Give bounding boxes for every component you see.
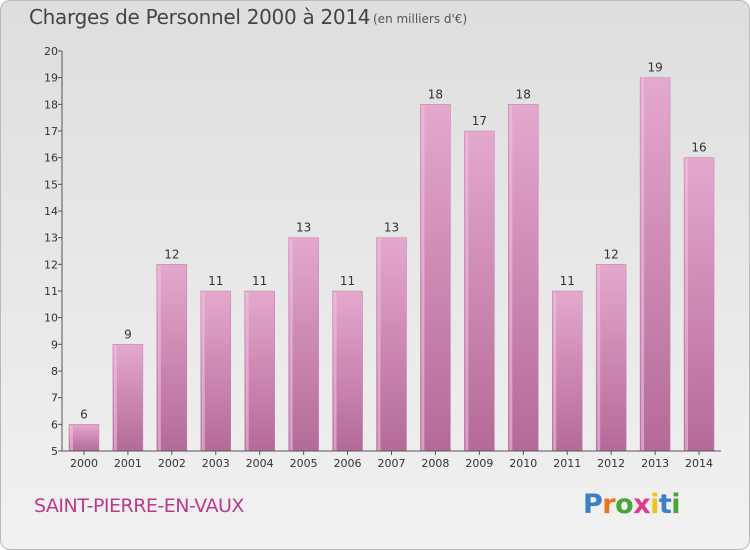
chart-title: Charges de Personnel 2000 à 2014	[29, 5, 371, 29]
y-tick-label: 20	[44, 45, 58, 58]
data-label: 11	[208, 274, 223, 288]
y-tick-label: 5	[51, 445, 58, 458]
data-label: 16	[691, 141, 706, 155]
x-tick-label: 2004	[246, 457, 274, 470]
logo-letter: P	[583, 489, 603, 520]
bar	[551, 290, 583, 452]
bar	[376, 237, 407, 452]
logo-letter: o	[615, 489, 634, 520]
data-label: 11	[340, 274, 355, 288]
data-label: 18	[428, 87, 443, 101]
bar-highlight	[641, 78, 645, 452]
logo-letter: t	[658, 489, 672, 520]
x-tick-label: 2013	[641, 457, 669, 470]
x-tick-label: 2006	[334, 457, 362, 470]
y-tick-label: 15	[44, 178, 58, 191]
y-tick-label: 6	[51, 418, 58, 431]
logo-letter: i	[671, 489, 681, 520]
data-label: 18	[516, 87, 531, 101]
x-tick-label: 2009	[465, 457, 493, 470]
axes-group: 5 6 7 8 9 10 11 12 13 14 15 16 17 18 19 20 2000 2001 2002 2…	[44, 45, 721, 470]
y-tick-label: 19	[44, 72, 58, 85]
y-tick-label: 14	[44, 205, 58, 218]
logo-letter: x	[633, 489, 651, 520]
bar-highlight	[289, 238, 293, 451]
bar-highlight	[685, 158, 689, 451]
y-tick-label: 9	[51, 338, 58, 351]
bar-highlight	[245, 292, 249, 451]
bar	[464, 130, 495, 452]
bar	[332, 290, 363, 452]
bar-highlight	[553, 292, 557, 451]
y-tick-label: 11	[44, 285, 58, 298]
data-label: 19	[647, 61, 662, 75]
y-tick-label: 18	[44, 98, 58, 111]
x-tick-label: 2014	[685, 457, 713, 470]
data-label: 11	[560, 274, 575, 288]
commune-name: SAINT-PIERRE-EN-VAUX	[34, 495, 244, 517]
x-tick-label: 2003	[202, 457, 230, 470]
data-label: 6	[80, 407, 88, 421]
proxiti-logo[interactable]: Proxiti	[583, 489, 681, 520]
data-label: 17	[472, 114, 487, 128]
logo-letter: r	[602, 489, 616, 520]
bar	[200, 290, 232, 452]
data-label: 12	[164, 247, 179, 261]
x-tick-label: 2008	[421, 457, 449, 470]
data-label: 11	[252, 274, 267, 288]
bar-highlight	[157, 265, 161, 451]
y-tick-label: 17	[44, 125, 58, 138]
bar	[508, 104, 539, 452]
data-label: 13	[296, 221, 311, 235]
x-tick-label: 2001	[114, 457, 142, 470]
data-label: 13	[384, 221, 399, 235]
x-tick-label: 2011	[553, 457, 581, 470]
x-tick-label: 2005	[290, 457, 318, 470]
bar	[683, 157, 715, 452]
bar-highlight	[69, 425, 73, 451]
y-tick-label: 13	[44, 232, 58, 245]
y-tick-label: 12	[44, 258, 58, 271]
bar-highlight	[465, 132, 469, 451]
bar	[244, 290, 275, 452]
y-tick-label: 7	[51, 392, 58, 405]
bar	[156, 264, 188, 452]
bar-highlight	[509, 105, 513, 451]
x-tick-label: 2012	[597, 457, 625, 470]
bar-highlight	[421, 105, 425, 451]
bar	[68, 424, 100, 452]
bar-highlight	[113, 345, 117, 451]
y-tick-label: 16	[44, 152, 58, 165]
bar-highlight	[597, 265, 601, 451]
x-tick-label: 2010	[509, 457, 537, 470]
logo-letter: i	[650, 489, 659, 520]
x-tick-label: 2000	[70, 457, 98, 470]
x-tick-label: 2002	[158, 457, 186, 470]
y-tick-label: 10	[44, 312, 58, 325]
chart-subtitle: (en milliers d'€)	[373, 12, 468, 26]
bar	[639, 77, 671, 452]
bar-highlight	[201, 292, 205, 451]
bar	[420, 104, 451, 452]
data-label: 12	[604, 247, 619, 261]
data-label: 9	[124, 327, 132, 341]
bar-highlight	[333, 292, 337, 451]
bars-group: 6 9 12 11 11 13 11 13 18 17 18 11 12 19 16	[68, 61, 715, 452]
bar	[288, 237, 319, 452]
y-tick-label: 8	[51, 365, 58, 378]
bar-highlight	[377, 238, 381, 451]
x-tick-label: 2007	[378, 457, 406, 470]
bar	[112, 344, 144, 452]
bar	[595, 264, 627, 452]
